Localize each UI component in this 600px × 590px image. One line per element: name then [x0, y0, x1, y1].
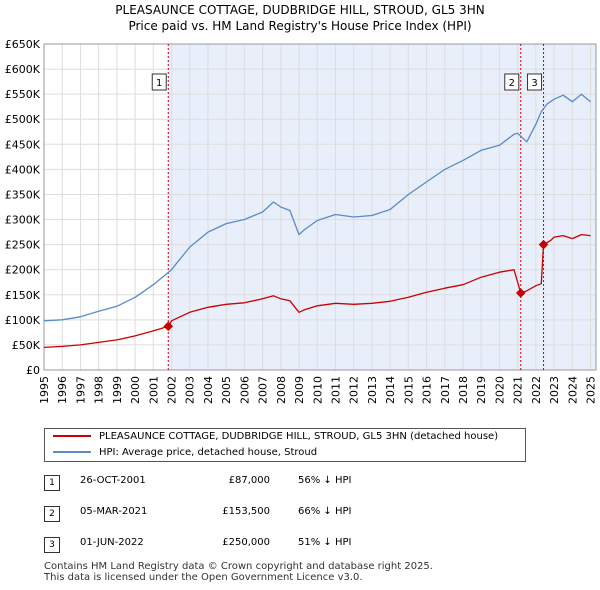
sale-hpi-diff: 51% ↓ HPI: [298, 537, 352, 548]
sale-price: £250,000: [222, 537, 270, 548]
y-tick-label: £400K: [5, 163, 41, 176]
legend: PLEASAUNCE COTTAGE, DUDBRIDGE HILL, STRO…: [44, 428, 526, 462]
x-tick-label: 2016: [421, 376, 434, 404]
legend-item-property: PLEASAUNCE COTTAGE, DUDBRIDGE HILL, STRO…: [53, 429, 498, 445]
y-tick-label: £550K: [5, 88, 41, 101]
y-tick-label: £600K: [5, 63, 41, 76]
sale-marker-box: [527, 73, 543, 91]
x-tick-label: 2023: [548, 376, 561, 404]
sale-hpi-diff: 66% ↓ HPI: [298, 506, 352, 517]
x-tick-label: 2000: [129, 376, 142, 404]
x-tick-label: 2007: [257, 376, 270, 404]
footer-licence: This data is licensed under the Open Gov…: [44, 572, 363, 583]
x-tick-label: 1997: [74, 376, 87, 404]
legend-label-property: PLEASAUNCE COTTAGE, DUDBRIDGE HILL, STRO…: [99, 431, 499, 442]
sale-row: 3 01-JUN-2022 £250,000 51% ↓ HPI: [44, 534, 444, 565]
sale-price: £153,500: [222, 506, 270, 517]
x-tick-label: 2010: [311, 376, 324, 404]
y-tick-label: £350K: [5, 188, 41, 201]
x-tick-label: 2002: [166, 376, 179, 404]
sale-marker-label: 3: [531, 78, 537, 89]
x-tick-label: 2020: [493, 376, 506, 404]
chart-title-line2: Price paid vs. HM Land Registry's House …: [128, 19, 472, 33]
sale-date: 05-MAR-2021: [80, 506, 148, 517]
sales-table: 1 26-OCT-2001 £87,000 56% ↓ HPI 2 05-MAR…: [44, 472, 444, 565]
sale-row: 1 26-OCT-2001 £87,000 56% ↓ HPI: [44, 472, 444, 503]
sale-marker-label: 1: [156, 78, 162, 89]
sale-hpi-diff: 56% ↓ HPI: [298, 475, 352, 486]
x-tick-label: 1996: [56, 376, 69, 404]
x-tick-label: 1995: [38, 376, 51, 404]
sale-number-badge: 3: [44, 537, 60, 553]
legend-item-hpi: HPI: Average price, detached house, Stro…: [53, 445, 317, 461]
x-tick-label: 2015: [402, 376, 415, 404]
x-tick-label: 2021: [512, 376, 525, 404]
x-tick-label: 2005: [220, 376, 233, 404]
x-tick-label: 2013: [366, 376, 379, 404]
hpi-line: [43, 93, 591, 322]
x-tick-label: 2017: [439, 376, 452, 404]
y-tick-label: £650K: [5, 38, 41, 51]
y-tick-label: £250K: [5, 239, 41, 252]
footer-copyright: Contains HM Land Registry data © Crown c…: [44, 561, 433, 572]
sale-number-badge: 1: [44, 475, 60, 491]
sale-marker-box: [504, 73, 520, 91]
x-tick-label: 2006: [238, 376, 251, 404]
x-tick-label: 2012: [348, 376, 361, 404]
footer: Contains HM Land Registry data © Crown c…: [44, 561, 433, 583]
y-tick-label: £100K: [5, 314, 41, 327]
y-tick-label: £300K: [5, 214, 41, 227]
legend-label-hpi: HPI: Average price, detached house, Stro…: [99, 447, 318, 458]
x-tick-label: 2001: [147, 376, 160, 404]
y-tick-label: £200K: [5, 264, 41, 277]
plot-frame: [43, 43, 597, 371]
x-tick-label: 2022: [530, 376, 543, 404]
x-tick-label: 2008: [275, 376, 288, 404]
x-tick-label: 2009: [293, 376, 306, 404]
x-tick-label: 1999: [111, 376, 124, 404]
sale-point: [163, 321, 174, 332]
x-tick-label: 2018: [457, 376, 470, 404]
x-tick-label: 2011: [329, 376, 342, 404]
sale-marker-box: [151, 73, 167, 91]
x-tick-label: 2003: [184, 376, 197, 404]
sale-point: [538, 239, 549, 250]
sale-date: 26-OCT-2001: [80, 475, 146, 486]
x-tick-label: 2019: [475, 376, 488, 404]
x-tick-label: 2025: [585, 376, 598, 404]
y-tick-label: £0: [26, 364, 40, 377]
x-tick-label: 2024: [566, 376, 579, 404]
sale-price: £87,000: [228, 475, 270, 486]
x-tick-label: 1998: [93, 376, 106, 404]
sale-point: [515, 288, 526, 298]
price-chart: £0 £50K £100K £150K £200K £250K £300K £350K £400…: [5, 38, 598, 404]
x-tick-label: 2014: [384, 376, 397, 404]
y-tick-label: £50K: [12, 339, 41, 352]
y-tick-label: £500K: [5, 113, 41, 126]
legend-swatch-property: [53, 435, 91, 437]
y-tick-label: £450K: [5, 138, 41, 151]
sale-date: 01-JUN-2022: [80, 537, 144, 548]
sale-marker-label: 2: [509, 78, 515, 89]
chart-title: PLEASAUNCE COTTAGE, DUDBRIDGE HILL, STRO…: [0, 2, 600, 34]
sale-number-badge: 2: [44, 506, 60, 522]
sale-row: 2 05-MAR-2021 £153,500 66% ↓ HPI: [44, 503, 444, 534]
x-tick-label: 2004: [202, 376, 215, 404]
y-tick-label: £150K: [5, 289, 41, 302]
shaded-region: [168, 44, 596, 370]
chart-title-line1: PLEASAUNCE COTTAGE, DUDBRIDGE HILL, STRO…: [115, 3, 485, 17]
legend-swatch-hpi: [53, 451, 91, 453]
